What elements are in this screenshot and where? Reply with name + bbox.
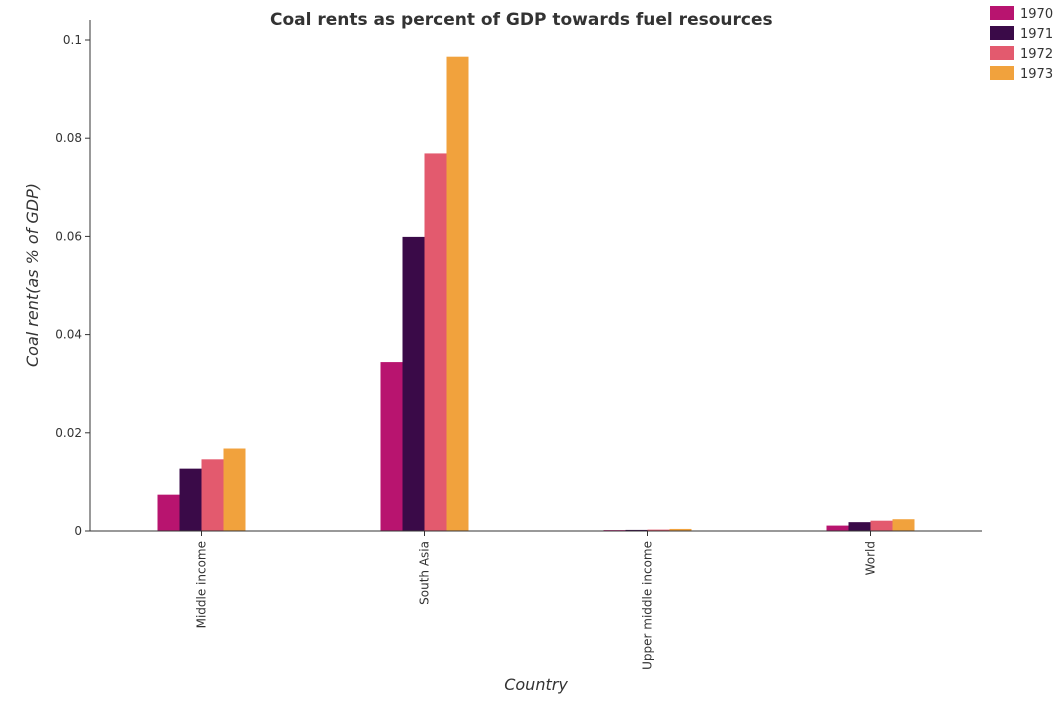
legend-label-1971: 1971 [1020, 27, 1053, 42]
bar-world-1971 [848, 522, 871, 531]
y-tick-label: 0.04 [55, 328, 82, 342]
y-tick-label: 0.06 [55, 229, 82, 243]
x-tick-label: South Asia [418, 541, 432, 605]
bar-south-asia-1970 [380, 362, 403, 531]
bar-world-1972 [870, 520, 893, 531]
bar-upper-middle-income-1972 [647, 529, 670, 531]
y-tick-label: 0 [74, 524, 82, 538]
legend-swatch-1970 [990, 6, 1014, 20]
legend-label-1972: 1972 [1020, 47, 1053, 62]
y-ticks: 0 0.02 0.04 0.06 0.08 0.1 [55, 33, 90, 538]
x-tick-label: Upper middle income [641, 541, 655, 670]
x-axis-title: Country [504, 675, 568, 694]
bar-south-asia-1972 [424, 153, 447, 531]
bar-upper-middle-income-1971 [625, 529, 648, 531]
y-tick-label: 0.02 [55, 426, 82, 440]
bar-south-asia-1971 [402, 236, 425, 532]
bars-group [157, 56, 915, 532]
bar-middle-income-1972 [201, 459, 224, 531]
x-tick-label: World [864, 541, 878, 575]
bar-world-1970 [826, 525, 849, 531]
legend-swatch-1971 [990, 26, 1014, 40]
y-axis-title: Coal rent(as % of GDP) [23, 183, 42, 367]
chart-title: Coal rents as percent of GDP towards fue… [270, 10, 773, 30]
bar-south-asia-1973 [446, 56, 469, 531]
y-tick-label: 0.08 [55, 131, 82, 145]
bar-middle-income-1973 [223, 448, 246, 531]
bar-middle-income-1970 [157, 494, 180, 531]
legend: 1970 1971 1972 1973 [990, 6, 1053, 82]
bar-middle-income-1971 [179, 468, 202, 531]
bar-world-1973 [892, 519, 915, 531]
legend-label-1970: 1970 [1020, 7, 1053, 22]
legend-swatch-1973 [990, 66, 1014, 80]
legend-swatch-1972 [990, 46, 1014, 60]
bar-upper-middle-income-1973 [669, 528, 692, 531]
x-tick-label: Middle income [195, 541, 209, 628]
x-ticks: Middle income South Asia Upper middle inco… [195, 531, 878, 670]
y-tick-label: 0.1 [63, 33, 82, 47]
legend-label-1973: 1973 [1020, 67, 1053, 82]
